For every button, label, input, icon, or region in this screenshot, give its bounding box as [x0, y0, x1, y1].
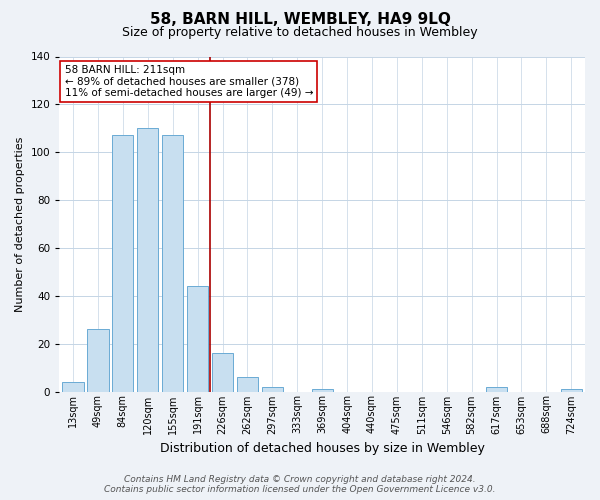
Bar [88, 330, 109, 392]
Text: Contains HM Land Registry data © Crown copyright and database right 2024.
Contai: Contains HM Land Registry data © Crown c… [104, 474, 496, 494]
Bar [187, 286, 208, 392]
Bar [561, 389, 582, 392]
Text: 58, BARN HILL, WEMBLEY, HA9 9LQ: 58, BARN HILL, WEMBLEY, HA9 9LQ [149, 12, 451, 28]
Bar [212, 353, 233, 392]
Bar [262, 386, 283, 392]
Bar [311, 389, 333, 392]
Bar [137, 128, 158, 392]
Text: 58 BARN HILL: 211sqm
← 89% of detached houses are smaller (378)
11% of semi-deta: 58 BARN HILL: 211sqm ← 89% of detached h… [65, 65, 313, 98]
Text: Size of property relative to detached houses in Wembley: Size of property relative to detached ho… [122, 26, 478, 39]
Bar [237, 377, 258, 392]
Y-axis label: Number of detached properties: Number of detached properties [15, 136, 25, 312]
Bar [112, 136, 133, 392]
Bar [62, 382, 83, 392]
Bar [486, 386, 507, 392]
Bar [162, 136, 183, 392]
X-axis label: Distribution of detached houses by size in Wembley: Distribution of detached houses by size … [160, 442, 485, 455]
